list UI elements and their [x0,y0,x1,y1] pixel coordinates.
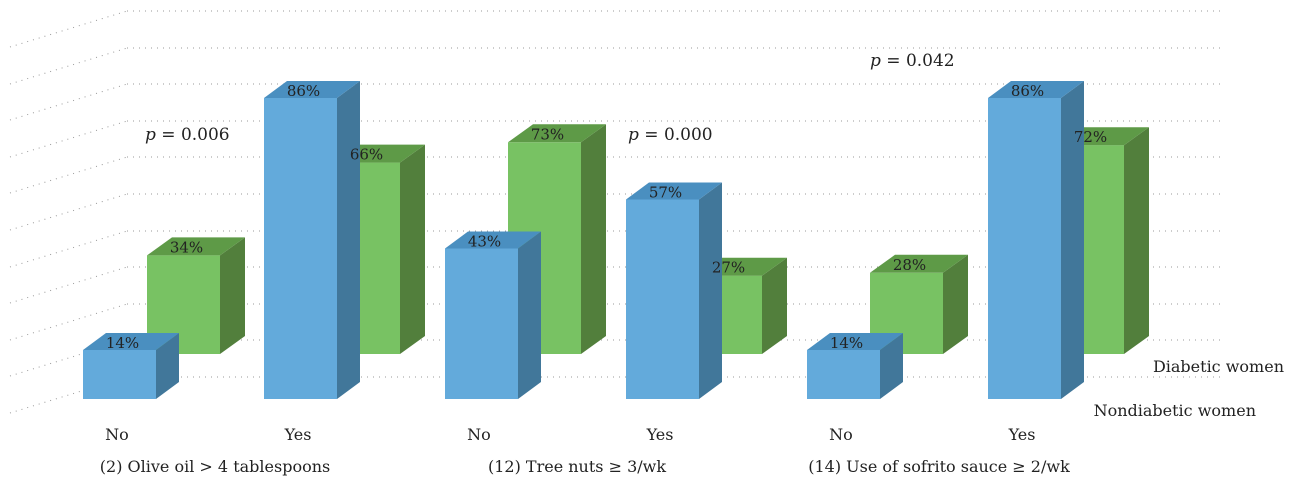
legend-nondiabetic: Nondiabetic women [1094,401,1256,420]
bar-diabetic-0-1-side [400,144,425,354]
bar-nondiabetic-2-1 [988,81,1084,399]
bar-nondiabetic-0-0-side [156,333,179,399]
bar-nondiabetic-1-1-top [626,182,722,200]
bar-nondiabetic-1-1 [626,182,722,399]
bar-nondiabetic-1-0 [445,231,541,399]
bar-diabetic-0-0-side [220,237,245,354]
legend-diabetic: Diabetic women [1153,357,1284,376]
bar-nondiabetic-1-0-side [518,231,541,399]
bar-nondiabetic-2-1-front [988,98,1061,399]
data-label: 43% [468,233,501,251]
group-label: (12) Tree nuts ≥ 3/wk [488,457,666,476]
bar-nondiabetic-2-0 [807,333,903,399]
p-value-text: = 0.042 [881,51,955,71]
bar-nondiabetic-2-1-top [988,81,1084,98]
data-label: 28% [893,256,926,274]
bars-layer [83,81,1149,399]
gridline-diagonal [9,120,128,158]
gridline-diagonal [9,230,128,268]
gridline-diagonal [9,303,128,341]
data-label: 34% [170,238,203,256]
bar-nondiabetic-0-0 [83,333,179,399]
bar-nondiabetic-1-1-side [699,182,722,399]
bar-diabetic-1-0-top [508,124,606,143]
category-label: Yes [1008,425,1036,444]
bar-nondiabetic-2-0-top [807,333,903,350]
p-value-text: = 0.000 [639,125,713,145]
data-label: 86% [1011,82,1044,100]
data-label: 86% [287,82,320,100]
bar-nondiabetic-1-0-front [445,248,518,399]
gridline-diagonal [9,10,128,48]
bar-nondiabetic-0-0-front [83,350,156,399]
category-label: No [105,425,129,444]
data-label: 14% [106,334,139,352]
gridline-diagonal [9,83,128,121]
bar-nondiabetic-2-1-side [1061,81,1084,399]
data-label: 57% [649,184,682,202]
data-label: 14% [830,334,863,352]
bar-nondiabetic-1-0-top [445,231,541,249]
gridline-diagonal [9,47,128,85]
bar-nondiabetic-0-1 [264,81,360,399]
bar-diabetic-1-1-side [762,257,787,354]
bar-diabetic-2-0-side [943,254,968,354]
p-value-annotation: p = 0.006 [145,125,230,145]
p-value-symbol: p [145,125,156,145]
data-label: 72% [1074,128,1107,146]
bar-diabetic-0-0-top [147,237,245,256]
group-label: (14) Use of sofrito sauce ≥ 2/wk [808,457,1070,476]
bar-diabetic-2-0-top [870,254,968,273]
p-value-text: = 0.006 [156,125,230,145]
gridline-diagonal [9,193,128,231]
bar-nondiabetic-0-1-top [264,81,360,98]
gridline-diagonal [9,266,128,304]
bar-diabetic-1-0 [508,124,606,354]
p-value-annotation: p = 0.042 [870,51,955,71]
category-label: Yes [646,425,674,444]
data-label: 66% [350,146,383,164]
bar-nondiabetic-1-1-front [626,199,699,399]
bar-nondiabetic-0-1-front [264,98,337,399]
p-value-symbol: p [628,125,639,145]
category-label: Yes [284,425,312,444]
category-label: No [467,425,491,444]
bar-nondiabetic-2-0-side [880,333,903,399]
bar-diabetic-1-0-side [581,124,606,354]
p-value-annotation: p = 0.000 [628,125,713,145]
data-label: 27% [712,259,745,277]
group-label: (2) Olive oil > 4 tablespoons [100,457,330,476]
labels-layer: 34% 66% 73% 27% 28% 72% 14% 86% 43% 57% 14% 86% No Ye… [100,51,1284,476]
data-label: 73% [531,125,564,143]
bar-diabetic-0-0 [147,237,245,354]
bar-nondiabetic-2-0-front [807,350,880,399]
bar-nondiabetic-0-1-side [337,81,360,399]
bar-nondiabetic-0-0-top [83,333,179,350]
gridline-diagonal [9,156,128,194]
category-label: No [829,425,853,444]
p-value-symbol: p [870,51,881,71]
bar-diabetic-2-1-side [1124,127,1149,354]
